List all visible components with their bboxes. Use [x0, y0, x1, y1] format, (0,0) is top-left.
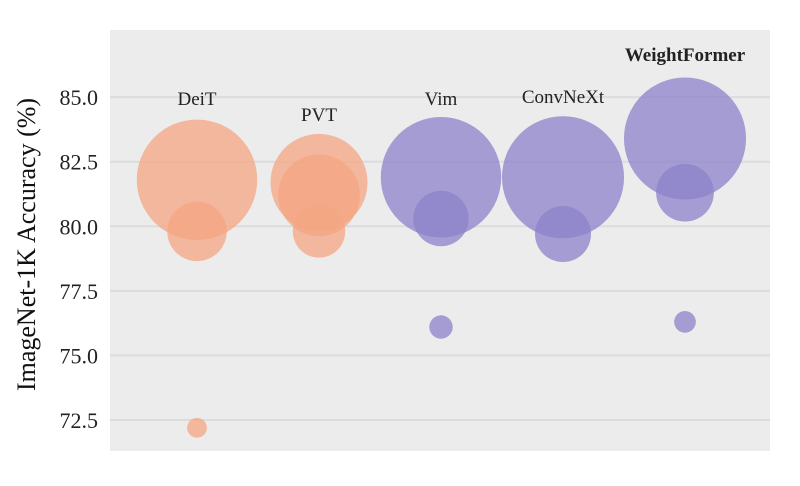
- y-tick-label: 75.0: [60, 343, 99, 368]
- group-label-weightformer: WeightFormer: [625, 45, 746, 66]
- bubble-deit: [187, 417, 207, 438]
- bubble-deit: [167, 201, 227, 262]
- bubble-deit: [136, 119, 258, 241]
- group-labels: DeiT PVT Vim ConvNeXt WeightFormer: [177, 45, 745, 126]
- bubble-weightformer: [623, 77, 747, 200]
- bubbles: [136, 77, 747, 438]
- bubble-vim: [413, 190, 469, 247]
- y-tick-label: 82.5: [60, 150, 99, 175]
- group-label-convnext: ConvNeXt: [522, 87, 605, 108]
- bubble-pvt: [292, 205, 346, 258]
- bubble-convnext: [534, 206, 592, 263]
- y-axis-label: ImageNet-1K Accuracy (%): [12, 98, 41, 391]
- bubble-weightformer: [656, 163, 714, 222]
- y-tick-label: 77.5: [60, 279, 99, 304]
- y-axis-ticks: 72.5 75.0 77.5 80.0 82.5 85.0: [60, 85, 99, 433]
- bubble-convnext: [501, 116, 625, 239]
- y-tick-label: 72.5: [60, 408, 99, 433]
- bubble-vim: [429, 315, 453, 339]
- y-tick-label: 80.0: [60, 214, 99, 239]
- bubble-vim: [380, 117, 502, 238]
- group-label-pvt: PVT: [301, 105, 337, 126]
- bubble-weightformer: [674, 311, 696, 333]
- y-tick-label: 85.0: [60, 85, 99, 110]
- group-label-vim: Vim: [425, 89, 458, 110]
- group-label-deit: DeiT: [177, 89, 216, 110]
